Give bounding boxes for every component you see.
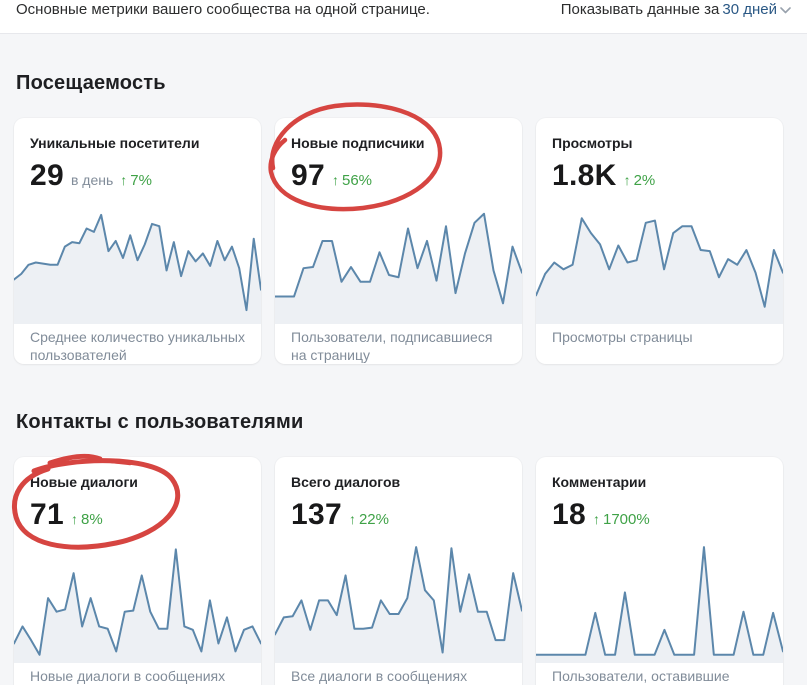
card-caption: Новые диалоги в сообщениях сообщества — [30, 668, 226, 684]
chevron-down-icon — [780, 7, 791, 14]
value-row: 97 ↑ 56% — [275, 151, 522, 192]
up-arrow-icon: ↑ — [623, 172, 631, 188]
metric-value: 137 — [291, 498, 342, 531]
sparkline-chart — [536, 537, 783, 663]
metric-card-comments: Комментарии 18 ↑ 1700% Пользователи, оста… — [536, 457, 783, 685]
delta-value: 56% — [341, 172, 373, 189]
metric-value: 71 — [30, 498, 64, 531]
up-arrow-icon: ↑ — [331, 172, 339, 188]
metric-delta: ↑ 2% — [624, 172, 656, 189]
sparkline-chart — [275, 537, 522, 663]
metric-suffix: в день — [70, 172, 114, 188]
metric-card-new-subscribers: Новые подписчики 97 ↑ 56% Пользователи, п… — [268, 102, 522, 364]
metric-delta: ↑ 1700% — [593, 511, 650, 528]
sparkline-chart — [536, 198, 783, 324]
metric-delta: ↑ 56% — [332, 172, 372, 189]
card-caption: Пользователи, подписавшиеся на страницу — [291, 329, 493, 363]
metric-value: 1.8K — [552, 159, 617, 192]
statistics-content: Посещаемость Уникальные посетители 29 в … — [0, 72, 807, 685]
page-subtitle: Основные метрики вашего сообщества на од… — [16, 1, 430, 18]
value-row: 1.8K ↑ 2% — [536, 151, 783, 192]
metric-card-views: Просмотры 1.8K ↑ 2% Просмотры страницы — [536, 118, 783, 364]
metric-value: 18 — [552, 498, 586, 531]
card-title: Комментарии — [552, 474, 647, 490]
card-caption: Все диалоги в сообщениях сообщества — [291, 668, 468, 684]
up-arrow-icon: ↑ — [348, 511, 356, 527]
up-arrow-icon: ↑ — [70, 511, 78, 527]
card-title: Новые подписчики — [291, 135, 425, 151]
value-row: 71 ↑ 8% — [14, 490, 261, 531]
card-title: Всего диалогов — [291, 474, 401, 490]
value-row: 29 в день ↑ 7% — [14, 151, 261, 192]
metric-value: 97 — [291, 159, 325, 192]
period-value: 30 дней — [722, 1, 777, 18]
card-caption: Среднее количество уникальных пользовате… — [30, 329, 245, 363]
top-bar: Основные метрики вашего сообщества на од… — [0, 0, 807, 34]
card-title: Новые диалоги — [30, 474, 138, 490]
metric-delta: ↑ 7% — [120, 172, 152, 189]
delta-value: 8% — [80, 511, 103, 528]
sparkline-chart — [14, 537, 261, 663]
sparkline-chart — [275, 198, 522, 324]
value-row: 18 ↑ 1700% — [536, 490, 783, 531]
metric-delta: ↑ 8% — [71, 511, 103, 528]
contacts-cards-row: Новые диалоги 71 ↑ 8% Новые диалоги в соо… — [12, 453, 783, 685]
delta-value: 2% — [633, 172, 656, 189]
card-caption: Просмотры страницы — [552, 329, 693, 345]
metric-delta: ↑ 22% — [349, 511, 389, 528]
metric-value: 29 — [30, 159, 64, 192]
metric-card-unique-visitors: Уникальные посетители 29 в день ↑ 7% Сред… — [14, 118, 261, 364]
delta-value: 7% — [130, 172, 152, 189]
period-selector[interactable]: Показывать данные за 30 дней — [561, 0, 791, 19]
card-caption: Пользователи, оставившие комментарии — [552, 668, 730, 684]
card-title: Просмотры — [552, 135, 633, 151]
section-title-contacts: Контакты с пользователями — [16, 411, 304, 433]
metric-card-total-dialogs: Всего диалогов 137 ↑ 22% Все диалоги в со… — [275, 457, 522, 685]
metric-card-new-dialogs: Новые диалоги 71 ↑ 8% Новые диалоги в соо… — [12, 453, 261, 685]
visits-cards-row: Уникальные посетители 29 в день ↑ 7% Сред… — [14, 102, 783, 364]
period-label: Показывать данные за — [560, 1, 720, 18]
delta-value: 22% — [358, 511, 389, 528]
sparkline-chart — [14, 198, 261, 324]
value-row: 137 ↑ 22% — [275, 490, 522, 531]
up-arrow-icon: ↑ — [120, 172, 128, 188]
card-title: Уникальные посетители — [30, 135, 200, 151]
section-title-visits: Посещаемость — [16, 72, 166, 94]
delta-value: 1700% — [602, 511, 650, 528]
up-arrow-icon: ↑ — [592, 511, 600, 527]
